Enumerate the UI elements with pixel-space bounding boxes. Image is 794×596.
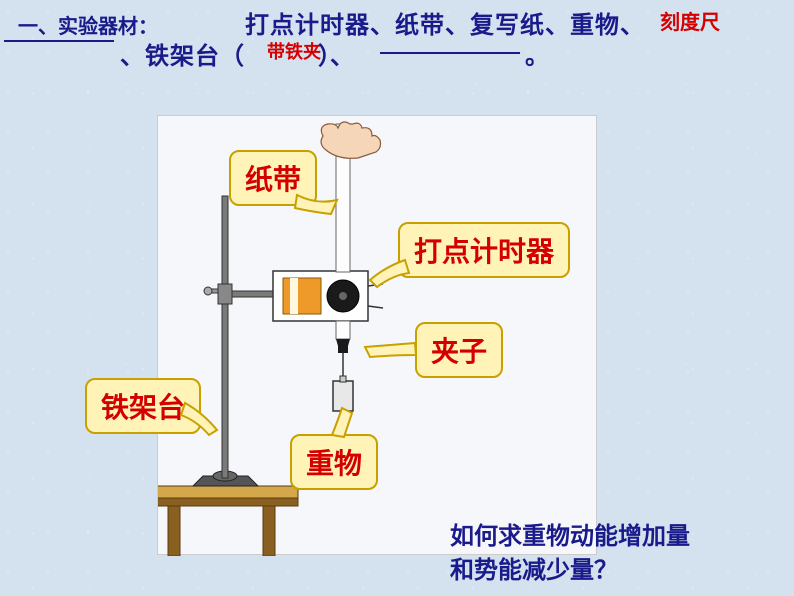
callout-tail-stand (175, 395, 225, 440)
equipment-line2a: 、铁架台（ (120, 36, 245, 71)
equipment-line2c: 。 (525, 36, 549, 71)
callout-tail-weight (320, 405, 360, 440)
callout-tail-clamp (360, 335, 420, 365)
section-label: 一、实验器材： (18, 10, 158, 39)
red-text-2: 带铁夹 (267, 38, 321, 64)
callout-clamp: 夹子 (415, 322, 503, 378)
question-line: 如何求重物动能增加量和势能减少量？ (450, 523, 690, 584)
equipment-line1: 打点计时器、纸带、复写纸、重物、 (245, 5, 645, 40)
question-text: 如何求重物动能增加量和势能减少量？ (450, 520, 690, 587)
blank-line-2 (380, 52, 520, 54)
blank-line-1 (4, 40, 114, 42)
red-text-1: 刻度尺 (660, 6, 720, 35)
callout-timer: 打点计时器 (398, 222, 570, 278)
hand-icon (321, 122, 380, 158)
callout-tail-timer (365, 255, 415, 295)
callout-weight: 重物 (290, 434, 378, 490)
callout-tail-paper (287, 190, 347, 230)
equipment-line2b: ）、 (318, 36, 354, 71)
